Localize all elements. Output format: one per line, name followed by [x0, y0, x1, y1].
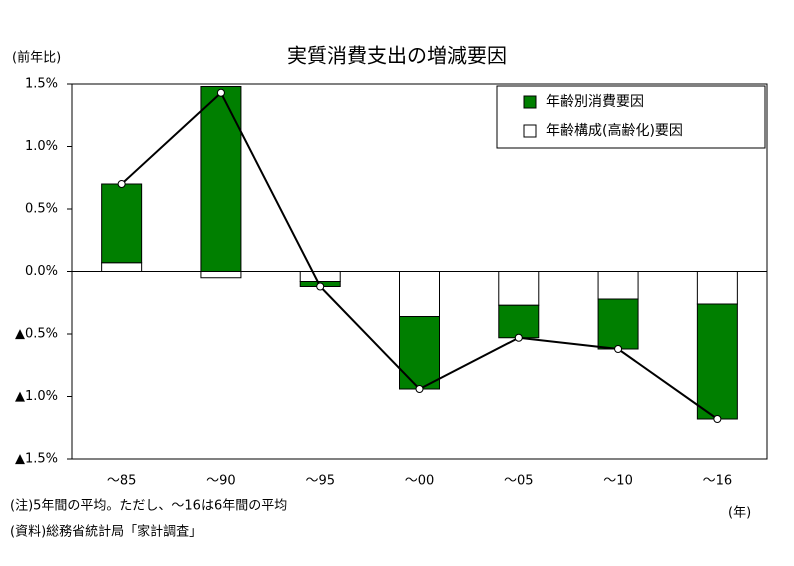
x-tick-label: ～05 [504, 474, 534, 489]
x-axis-label: (年) [728, 506, 751, 521]
x-tick-label: ～90 [206, 474, 236, 489]
y-tick-label: 0.5% [25, 202, 58, 217]
y-tick-label: 1.5% [25, 77, 58, 92]
legend-swatch [523, 95, 537, 109]
total-point [614, 345, 623, 353]
y-tick-label: 0.0% [25, 264, 58, 279]
x-tick-label: ～95 [305, 474, 335, 489]
bar-segment [597, 271, 639, 300]
legend-swatch [523, 124, 537, 138]
legend-label: 年齢構成(高齢化)要因 [546, 122, 683, 139]
legend-label: 年齢別消費要因 [546, 94, 644, 110]
bar-segment [299, 271, 341, 282]
x-tick-label: ～16 [703, 474, 733, 489]
y-tick-label: ▲1.5% [15, 452, 58, 467]
bar-segment [101, 262, 143, 272]
y-axis-label: (前年比) [12, 50, 61, 66]
y-tick-label: ▲0.5% [15, 327, 58, 342]
bar-segment [200, 271, 242, 279]
bar-segment [597, 298, 639, 350]
note: (資料)総務省統計局「家計調査」 [10, 524, 202, 540]
chart-title: 実質消費支出の増減要因 [287, 44, 507, 68]
bar-segment [696, 303, 738, 420]
bar-segment [498, 304, 540, 339]
total-point [514, 333, 523, 342]
bar-segment [399, 316, 440, 390]
y-tick-label: 1.0% [25, 139, 58, 154]
bar-segment [696, 271, 738, 305]
total-point [713, 415, 722, 423]
bar-segment [399, 271, 440, 317]
note: (注)5年間の平均。ただし、～16は6年間の平均 [10, 499, 287, 514]
legend-box [496, 85, 766, 149]
y-tick-label: ▲1.0% [15, 389, 58, 404]
total-point [117, 180, 126, 188]
x-tick-label: ～10 [603, 474, 633, 489]
bar-segment [200, 86, 242, 272]
total-point [316, 282, 325, 291]
total-point [415, 385, 424, 393]
bar-segment [101, 183, 143, 264]
x-tick-label: ～00 [405, 474, 435, 489]
bar-segment [498, 271, 540, 306]
total-point [216, 88, 225, 97]
x-tick-label: ～85 [107, 474, 137, 489]
